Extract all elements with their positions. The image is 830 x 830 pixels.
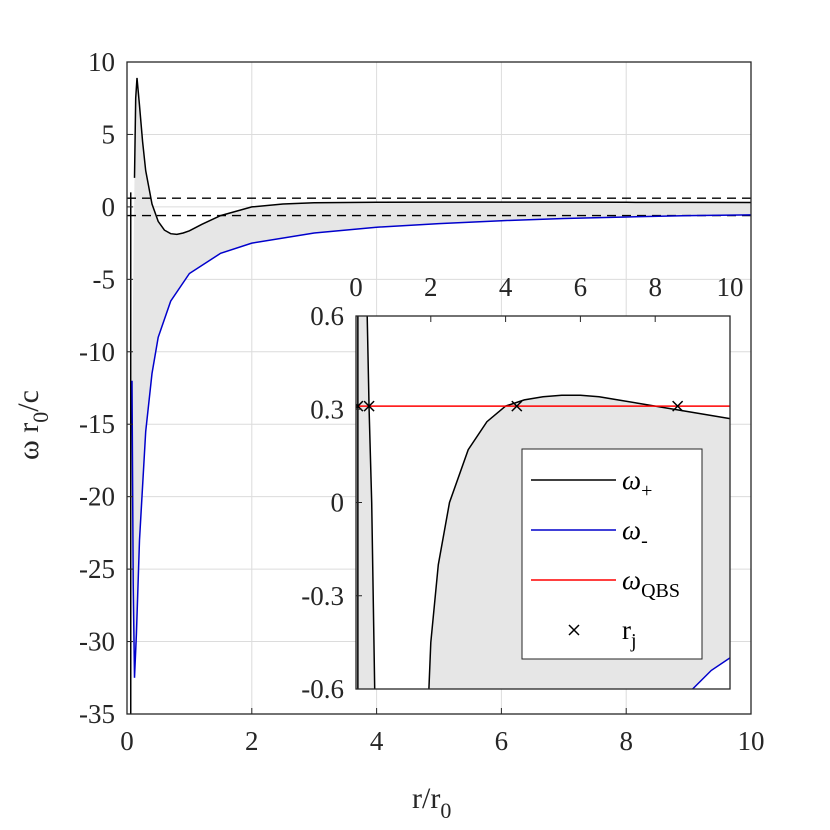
legend-label-main-0: ω bbox=[622, 465, 641, 495]
legend-label-main-2: ω bbox=[622, 565, 641, 595]
inset-x-tick-label-1: 2 bbox=[424, 272, 438, 302]
inset-x-tick-label-2: 4 bbox=[499, 272, 513, 302]
legend-label-sub-2: QBS bbox=[641, 580, 680, 602]
inset-x-tick-label-5: 10 bbox=[717, 272, 744, 302]
legend-label-main-1: ω bbox=[622, 515, 641, 545]
legend-label-1: ω- bbox=[622, 515, 648, 552]
x-axis-label-main: r/r bbox=[412, 782, 440, 815]
inset-series-line-2 bbox=[692, 657, 730, 689]
legend-label-main-3: r bbox=[622, 615, 631, 645]
inset-y-tick-label-1: 0.3 bbox=[310, 394, 344, 424]
rj-marker-2 bbox=[511, 400, 523, 412]
inset-ticks: 0 2 4 6 8 10 0.6 0.3 0 -0.3 -0.6 bbox=[301, 272, 743, 704]
inset-x-tick-label-4: 8 bbox=[648, 272, 662, 302]
x-tick-label-4: 8 bbox=[619, 726, 633, 756]
y-axis-label-sub: 0 bbox=[28, 412, 53, 423]
inset-y-tick-label-2: 0 bbox=[331, 488, 345, 518]
legend-label-2: ωQBS bbox=[622, 565, 680, 602]
legend-label-sub-3: j bbox=[630, 630, 637, 652]
inset-y-tick-label-3: -0.3 bbox=[301, 581, 344, 611]
x-tick-label-3: 6 bbox=[495, 726, 509, 756]
inset-x-tick-label-0: 0 bbox=[349, 272, 363, 302]
legend-swatch-3 bbox=[568, 624, 580, 636]
inset-y-tick-label-0: 0.6 bbox=[310, 301, 344, 331]
y-axis-label-part-1: ω r bbox=[12, 423, 45, 460]
inset-y-tick-label-4: -0.6 bbox=[301, 674, 344, 704]
legend-label-sub-1: - bbox=[641, 530, 648, 552]
y-axis-label: ω r0/c bbox=[12, 390, 53, 460]
y-tick-label-1: 5 bbox=[102, 119, 116, 149]
y-tick-label-3: -5 bbox=[93, 264, 116, 294]
x-axis-label: r/r0 bbox=[412, 782, 451, 823]
y-tick-label-9: -35 bbox=[79, 699, 115, 729]
y-tick-label-5: -15 bbox=[79, 409, 115, 439]
y-tick-label-7: -25 bbox=[79, 554, 115, 584]
y-tick-label-6: -20 bbox=[79, 482, 115, 512]
y-tick-label-4: -10 bbox=[79, 337, 115, 367]
rj-marker-1 bbox=[363, 400, 375, 412]
inset-x-tick-label-3: 6 bbox=[574, 272, 588, 302]
x-tick-label-5: 10 bbox=[738, 726, 765, 756]
legend-label-0: ω+ bbox=[622, 465, 652, 502]
legend-label-3: rj bbox=[622, 615, 637, 652]
main-axes-box bbox=[126, 61, 752, 715]
x-axis-label-sub: 0 bbox=[440, 798, 451, 823]
y-tick-label-2: 0 bbox=[102, 192, 116, 222]
x-tick-label-2: 4 bbox=[370, 726, 384, 756]
rj-marker-3 bbox=[672, 400, 684, 412]
y-axis-label-part-3: /c bbox=[12, 390, 45, 412]
series-line-1 bbox=[131, 214, 752, 678]
series-line-0 bbox=[133, 77, 752, 236]
x-tick-label-1: 2 bbox=[245, 726, 259, 756]
legend-box bbox=[521, 448, 703, 660]
x-tick-label-0: 0 bbox=[120, 726, 134, 756]
legend-label-sub-0: + bbox=[641, 480, 652, 502]
inset-series-line-1 bbox=[366, 316, 376, 689]
y-tick-label-8: -30 bbox=[79, 627, 115, 657]
y-tick-label-0: 10 bbox=[88, 47, 115, 77]
main-shaded-region bbox=[132, 77, 751, 678]
